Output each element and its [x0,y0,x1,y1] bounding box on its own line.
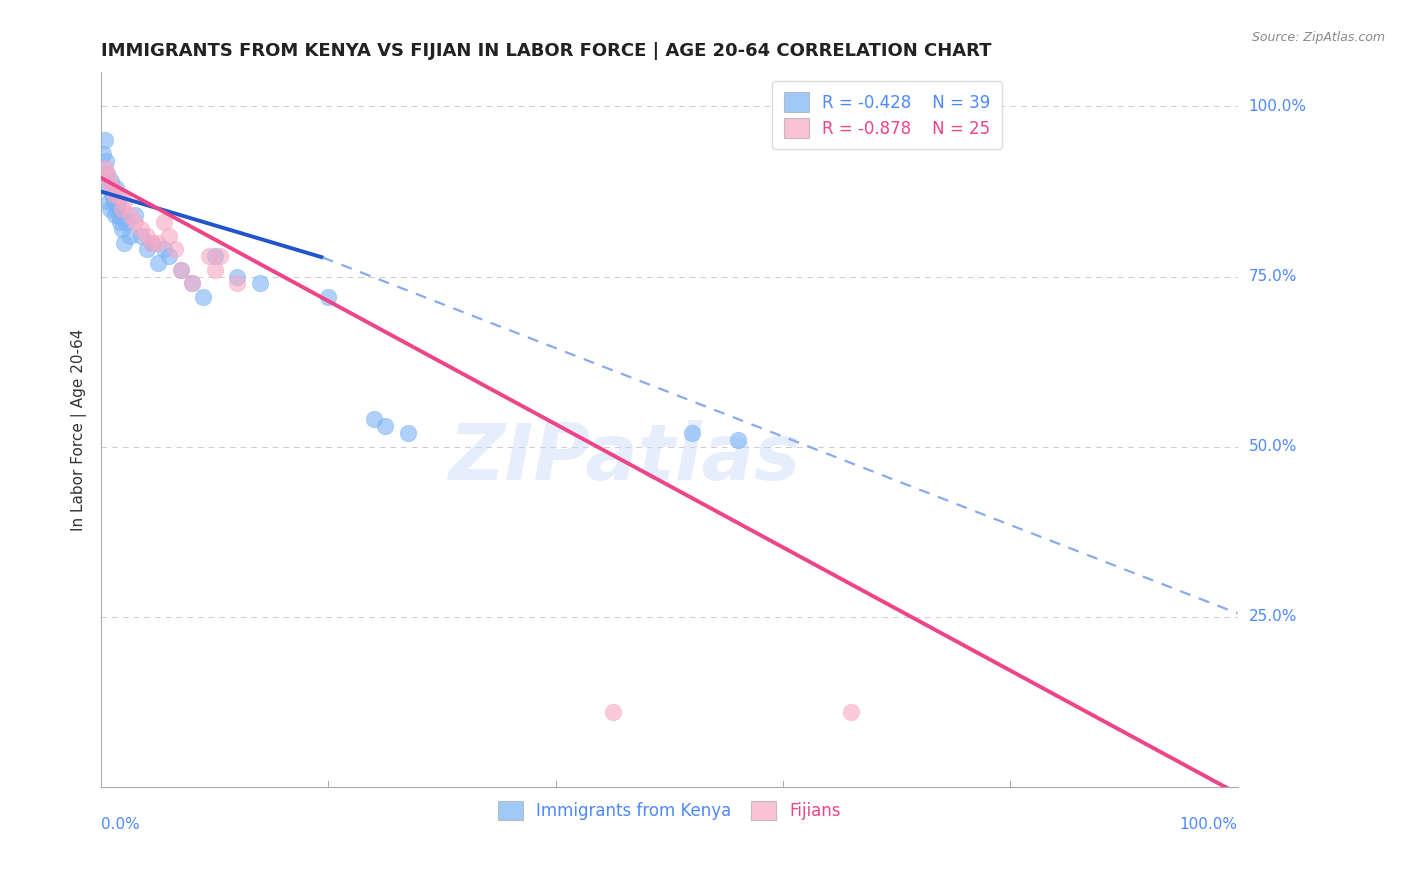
Point [602,705,624,719]
Point [124,215,146,229]
Point [170,262,193,277]
Text: 100.0%: 100.0% [1180,817,1237,832]
Point [146,235,169,250]
Point [198,249,221,263]
Text: 0.0%: 0.0% [101,817,139,832]
Point [318,290,340,304]
Point [226,277,249,291]
Text: IMMIGRANTS FROM KENYA VS FIJIAN IN LABOR FORCE | AGE 20-64 CORRELATION CHART: IMMIGRANTS FROM KENYA VS FIJIAN IN LABOR… [101,42,991,60]
Point [108,208,131,222]
Legend: Immigrants from Kenya, Fijians: Immigrants from Kenya, Fijians [489,793,849,829]
Point [98,202,121,216]
Point [110,215,132,229]
Point [839,705,862,719]
Text: Source: ZipAtlas.com: Source: ZipAtlas.com [1251,31,1385,45]
Point [110,222,132,236]
Point [104,208,127,222]
Point [104,187,127,202]
Point [124,208,146,222]
Point [209,249,232,263]
Point [152,215,174,229]
Point [170,262,193,277]
Point [181,277,204,291]
Point [129,222,152,236]
Point [141,235,163,250]
Point [118,228,141,243]
Point [141,235,163,250]
Point [157,228,180,243]
Point [101,181,124,195]
Point [129,228,152,243]
Point [107,194,129,209]
Point [204,249,226,263]
Point [181,277,204,291]
Point [135,228,157,243]
Point [107,187,129,202]
Text: 75.0%: 75.0% [1249,269,1296,284]
Point [146,256,169,270]
Point [226,269,249,284]
Point [104,181,127,195]
Point [94,153,117,168]
Text: 25.0%: 25.0% [1249,609,1296,624]
Point [101,187,124,202]
Point [93,133,115,147]
Point [96,168,118,182]
Point [681,425,703,440]
Point [374,419,396,434]
Point [157,249,180,263]
Text: 100.0%: 100.0% [1249,99,1306,114]
Point [204,262,226,277]
Point [115,215,138,229]
Point [193,290,215,304]
Point [97,181,120,195]
Point [118,208,141,222]
Point [152,243,174,257]
Point [93,147,115,161]
Text: ZIPatlas: ZIPatlas [447,420,800,496]
Point [103,194,125,209]
Point [93,161,115,175]
Point [96,168,118,182]
Point [110,202,132,216]
Point [98,174,121,188]
Point [396,425,419,440]
Point [249,277,271,291]
Point [363,412,385,426]
Point [163,243,186,257]
Point [727,433,749,447]
Y-axis label: In Labor Force | Age 20-64: In Labor Force | Age 20-64 [72,328,87,531]
Point [135,243,157,257]
Point [112,194,135,209]
Point [105,202,128,216]
Point [112,235,135,250]
Point [98,194,121,209]
Point [100,174,122,188]
Text: 50.0%: 50.0% [1249,439,1296,454]
